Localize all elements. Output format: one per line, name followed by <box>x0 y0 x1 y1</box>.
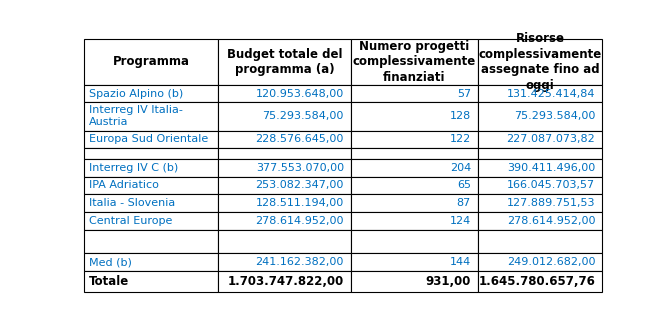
Text: Budget totale del
programma (a): Budget totale del programma (a) <box>227 48 343 76</box>
Bar <box>351 253 478 271</box>
Text: Europa Sud Orientale: Europa Sud Orientale <box>89 134 208 144</box>
Text: 65: 65 <box>457 180 471 191</box>
Bar <box>84 148 218 159</box>
Bar <box>84 39 218 85</box>
Bar <box>84 195 218 212</box>
Bar <box>351 176 478 195</box>
Bar <box>478 148 602 159</box>
Bar <box>351 159 478 176</box>
Text: Interreg IV Italia-
Austria: Interreg IV Italia- Austria <box>89 106 183 128</box>
Bar <box>351 195 478 212</box>
Text: Totale: Totale <box>89 275 129 288</box>
Text: 278.614.952,00: 278.614.952,00 <box>507 216 595 226</box>
Text: 249.012.682,00: 249.012.682,00 <box>507 257 595 267</box>
Bar <box>351 148 478 159</box>
Bar <box>84 159 218 176</box>
Text: 390.411.496,00: 390.411.496,00 <box>507 163 595 173</box>
Bar <box>218 39 351 85</box>
Text: Risorse
complessivamente
assegnate fino ad
oggi: Risorse complessivamente assegnate fino … <box>478 32 601 92</box>
Bar <box>351 102 478 131</box>
Bar <box>351 212 478 230</box>
Bar <box>478 131 602 148</box>
Bar <box>478 195 602 212</box>
Text: 931,00: 931,00 <box>425 275 471 288</box>
Bar <box>218 176 351 195</box>
Bar <box>351 230 478 253</box>
Bar <box>478 176 602 195</box>
Text: IPA Adriatico: IPA Adriatico <box>89 180 159 191</box>
Bar <box>218 230 351 253</box>
Text: 1.703.747.822,00: 1.703.747.822,00 <box>227 275 344 288</box>
Bar <box>218 159 351 176</box>
Bar <box>478 39 602 85</box>
Text: 166.045.703,57: 166.045.703,57 <box>507 180 595 191</box>
Bar <box>84 253 218 271</box>
Bar <box>84 212 218 230</box>
Bar <box>218 148 351 159</box>
Text: 377.553.070,00: 377.553.070,00 <box>256 163 344 173</box>
Text: 227.087.073,82: 227.087.073,82 <box>506 134 595 144</box>
Bar <box>351 271 478 292</box>
Bar <box>84 85 218 102</box>
Text: 124: 124 <box>450 216 471 226</box>
Text: 204: 204 <box>450 163 471 173</box>
Text: 241.162.382,00: 241.162.382,00 <box>256 257 344 267</box>
Bar <box>84 271 218 292</box>
Text: Italia - Slovenia: Italia - Slovenia <box>89 198 175 208</box>
Text: 144: 144 <box>450 257 471 267</box>
Text: 57: 57 <box>457 89 471 98</box>
Text: Interreg IV C (b): Interreg IV C (b) <box>89 163 178 173</box>
Bar <box>84 230 218 253</box>
Text: Spazio Alpino (b): Spazio Alpino (b) <box>89 89 183 98</box>
Text: 131.425.414,84: 131.425.414,84 <box>507 89 595 98</box>
Bar <box>478 85 602 102</box>
Bar <box>218 102 351 131</box>
Bar <box>478 253 602 271</box>
Text: 128.511.194,00: 128.511.194,00 <box>256 198 344 208</box>
Bar <box>478 212 602 230</box>
Text: Programma: Programma <box>112 55 189 69</box>
Bar <box>218 131 351 148</box>
Bar <box>218 253 351 271</box>
Bar <box>478 159 602 176</box>
Bar <box>84 176 218 195</box>
Text: 1.645.780.657,76: 1.645.780.657,76 <box>478 275 595 288</box>
Text: Central Europe: Central Europe <box>89 216 172 226</box>
Text: 253.082.347,00: 253.082.347,00 <box>256 180 344 191</box>
Text: 127.889.751,53: 127.889.751,53 <box>507 198 595 208</box>
Text: 120.953.648,00: 120.953.648,00 <box>256 89 344 98</box>
Bar <box>218 271 351 292</box>
Bar <box>478 230 602 253</box>
Bar <box>351 39 478 85</box>
Text: 128: 128 <box>450 112 471 121</box>
Bar <box>218 212 351 230</box>
Text: Med (b): Med (b) <box>89 257 132 267</box>
Text: 122: 122 <box>450 134 471 144</box>
Text: 228.576.645,00: 228.576.645,00 <box>256 134 344 144</box>
Text: 87: 87 <box>457 198 471 208</box>
Text: Numero progetti
complessivamente
finanziati: Numero progetti complessivamente finanzi… <box>353 40 476 84</box>
Bar <box>218 195 351 212</box>
Bar <box>478 102 602 131</box>
Bar <box>351 131 478 148</box>
Bar <box>351 85 478 102</box>
Bar <box>84 102 218 131</box>
Text: 75.293.584,00: 75.293.584,00 <box>514 112 595 121</box>
Text: 75.293.584,00: 75.293.584,00 <box>262 112 344 121</box>
Text: 278.614.952,00: 278.614.952,00 <box>256 216 344 226</box>
Bar <box>218 85 351 102</box>
Bar <box>478 271 602 292</box>
Bar <box>84 131 218 148</box>
